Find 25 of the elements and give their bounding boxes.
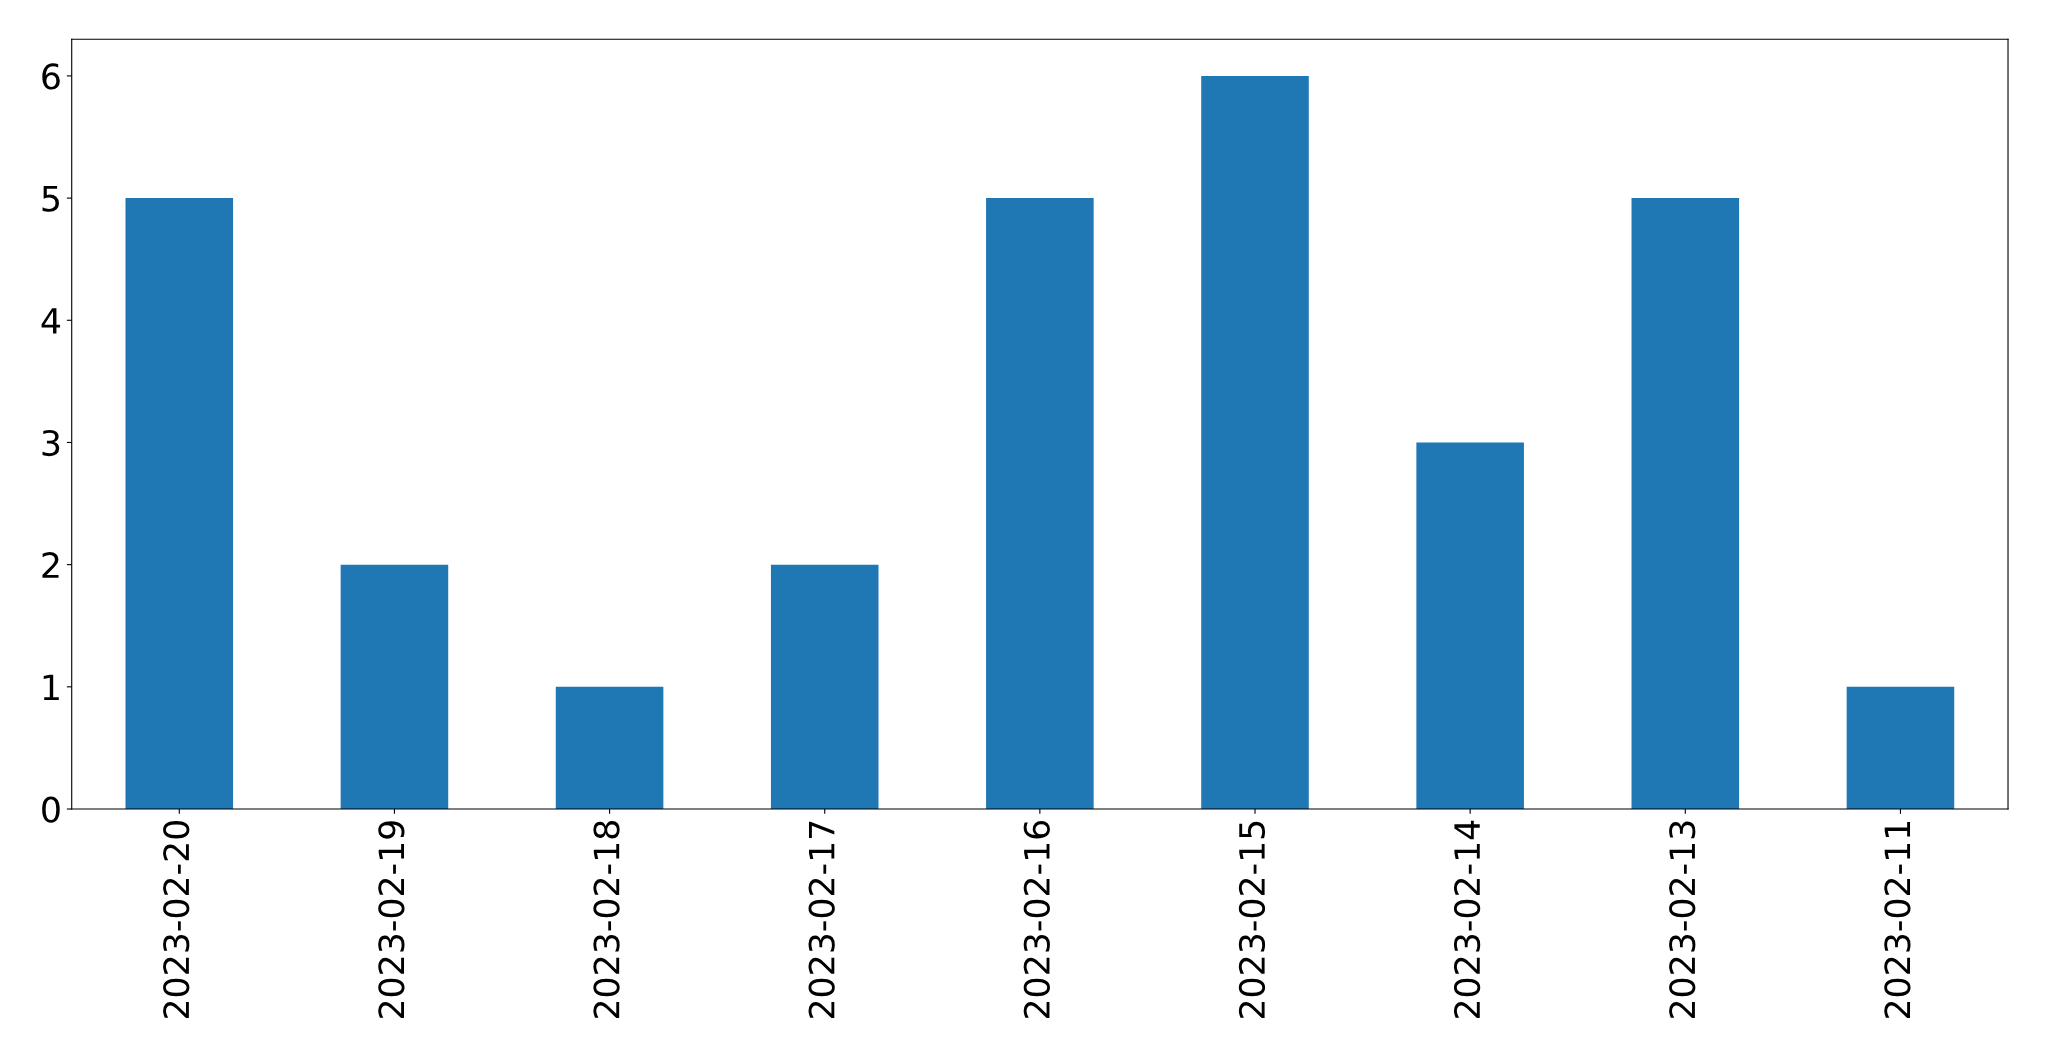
bar [1201, 75, 1309, 810]
y-tick-label: 5 [42, 185, 59, 212]
y-tick-label: 3 [42, 429, 60, 457]
bar [986, 198, 1094, 810]
x-tick-label: 2023-02-16 [1023, 820, 1050, 1018]
y-tick-label: 1 [43, 674, 59, 701]
x-tick-label: 2023-02-18 [593, 821, 620, 1018]
x-tick-label: 2023-02-11 [1884, 821, 1911, 1018]
y-tick-label: 2 [42, 552, 59, 578]
bar [555, 686, 664, 810]
x-tick-label: 2023-02-13 [1669, 821, 1696, 1018]
bar [1631, 198, 1740, 810]
x-tick-label: 2023-02-14 [1453, 820, 1481, 1018]
x-tick-label: 2023-02-20 [163, 821, 190, 1018]
y-tick-label: 0 [42, 796, 60, 823]
bar [1846, 686, 1955, 810]
y-tick-label: 6 [42, 63, 60, 90]
x-tick-label: 2023-02-19 [378, 821, 405, 1018]
x-tick-label: 2023-02-17 [808, 821, 835, 1018]
bar [125, 198, 234, 810]
y-tick-label: 4 [41, 308, 61, 334]
bar [340, 564, 449, 810]
bar [770, 564, 879, 810]
bar [1416, 442, 1524, 810]
x-tick-label: 2023-02-15 [1238, 821, 1266, 1018]
